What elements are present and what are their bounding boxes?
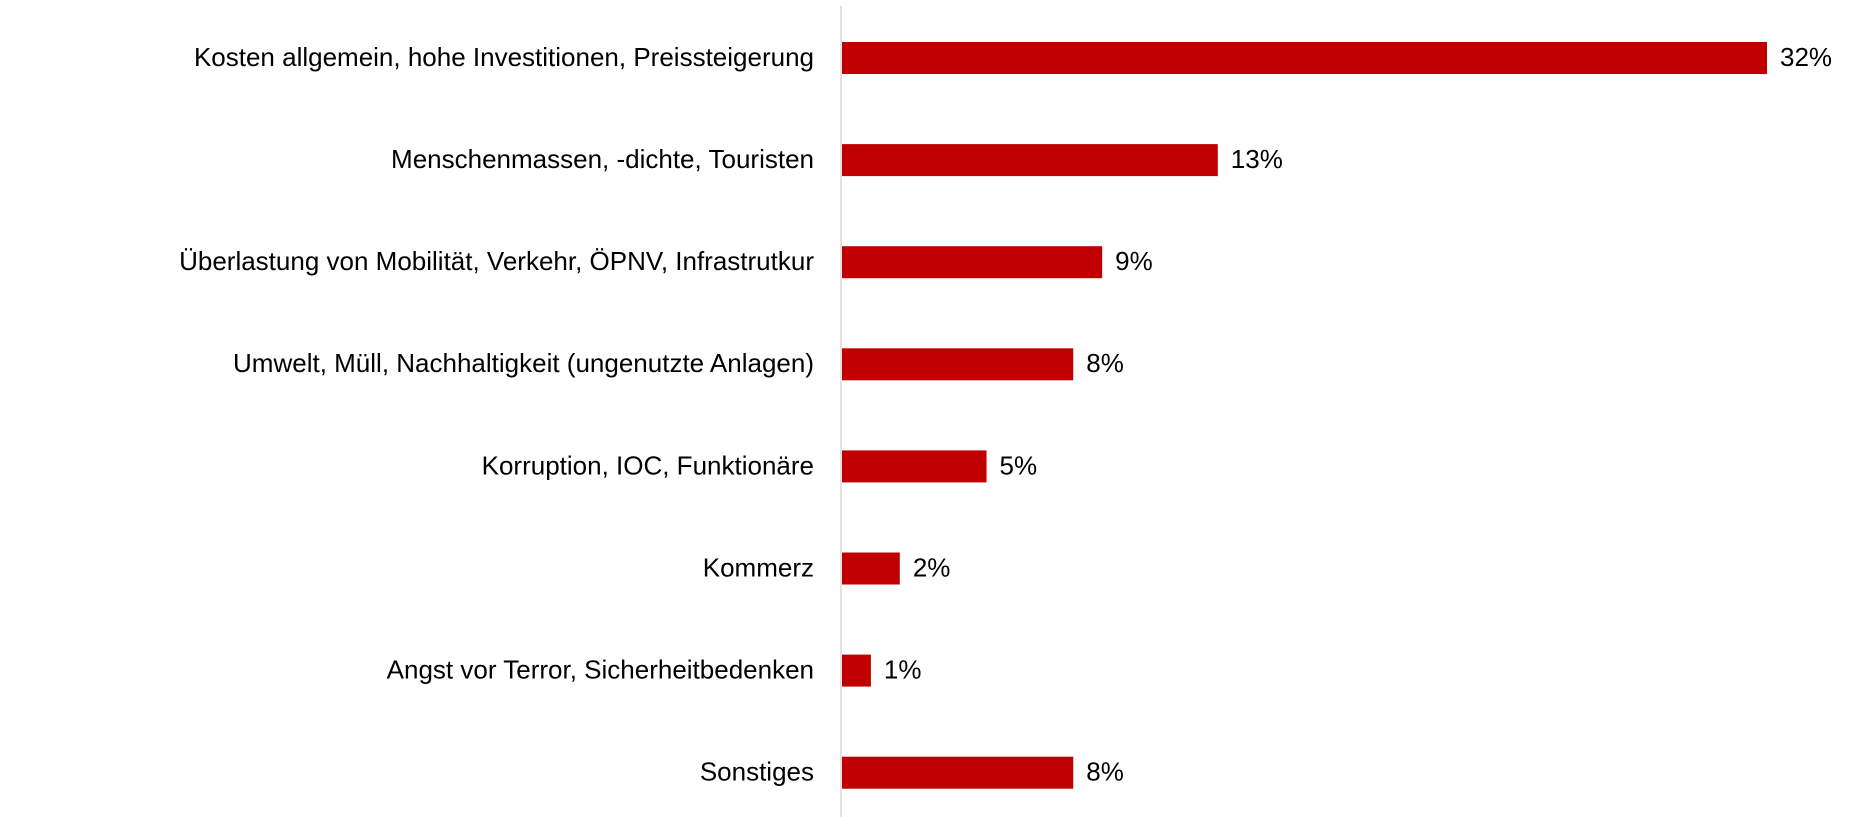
data-label: 8% [1086, 757, 1124, 787]
bar [842, 756, 1074, 789]
data-label: 32% [1780, 42, 1832, 72]
data-label: 2% [913, 552, 951, 582]
category-label: Kommerz [703, 552, 814, 582]
bar [842, 654, 871, 687]
bar [842, 552, 900, 585]
data-label: 9% [1115, 246, 1153, 276]
data-label: 13% [1231, 144, 1283, 174]
data-label: 5% [1000, 450, 1038, 480]
category-label: Angst vor Terror, Sicherheitbedenken [387, 654, 814, 684]
category-label: Kosten allgemein, hohe Investitionen, Pr… [194, 42, 814, 72]
category-label: Sonstiges [700, 757, 814, 787]
category-label: Korruption, IOC, Funktionäre [482, 450, 814, 480]
category-label: Überlastung von Mobilität, Verkehr, ÖPNV… [179, 246, 814, 276]
bar [842, 450, 987, 483]
bar [842, 42, 1767, 74]
data-label: 8% [1086, 348, 1124, 378]
bar [842, 246, 1103, 279]
data-label: 1% [884, 654, 922, 684]
bar [842, 348, 1074, 381]
category-label: Menschenmassen, -dichte, Touristen [391, 144, 814, 174]
bar [842, 144, 1218, 177]
category-label: Umwelt, Müll, Nachhaltigkeit (ungenutzte… [233, 348, 814, 378]
